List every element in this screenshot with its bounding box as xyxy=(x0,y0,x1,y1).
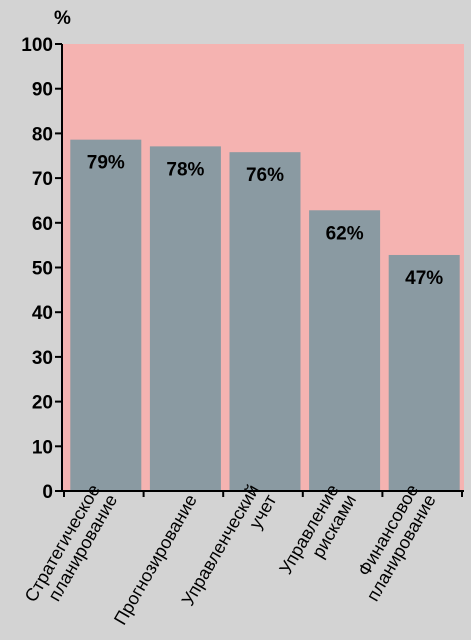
bar-data-label: 47% xyxy=(405,268,443,289)
y-tick-label: 100 xyxy=(21,35,53,56)
category-label: Прогнозирование xyxy=(110,491,201,628)
y-tick-label: 90 xyxy=(32,80,53,101)
bar-data-label: 76% xyxy=(246,165,284,186)
y-tick-label: 70 xyxy=(32,169,53,190)
category-label-line: Прогнозирование xyxy=(110,491,201,628)
bar-data-label: 79% xyxy=(87,153,125,174)
y-tick-label: 0 xyxy=(42,482,53,503)
y-axis-unit-label: % xyxy=(54,8,71,29)
y-tick-label: 60 xyxy=(32,214,53,235)
y-tick-label: 40 xyxy=(32,303,53,324)
y-tick-label: 50 xyxy=(32,259,53,280)
y-tick-label: 80 xyxy=(32,124,53,145)
bar-data-label: 62% xyxy=(326,223,364,244)
bar-data-label: 78% xyxy=(166,159,204,180)
bar xyxy=(309,210,381,491)
bar xyxy=(388,254,460,491)
category-labels: СтратегическоепланированиеПрогнозировани… xyxy=(21,481,463,628)
bar xyxy=(149,146,221,491)
y-tick-label: 20 xyxy=(32,393,53,414)
bar xyxy=(229,152,301,491)
bars: 79% 78% 76% 62% 47% xyxy=(70,139,460,491)
y-tick-label: 10 xyxy=(32,437,53,458)
bar xyxy=(70,139,142,491)
y-tick-label: 30 xyxy=(32,348,53,369)
y-axis-ticks: 0 10 20 30 40 50 60 70 80 90 100 xyxy=(21,35,62,503)
